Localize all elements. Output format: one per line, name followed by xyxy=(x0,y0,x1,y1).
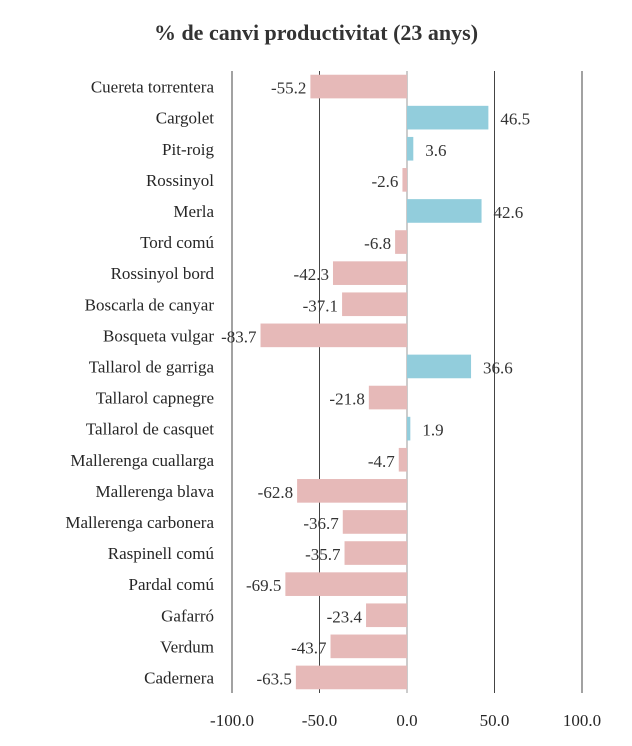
category-label: Verdum xyxy=(160,637,214,656)
category-label: Tallarol de garriga xyxy=(89,357,215,376)
data-label: -37.1 xyxy=(303,296,338,315)
category-label: Boscarla de canyar xyxy=(85,295,215,314)
data-label: -63.5 xyxy=(256,669,291,688)
data-label: -42.3 xyxy=(294,265,329,284)
category-label: Raspinell comú xyxy=(108,544,215,563)
data-label: 42.6 xyxy=(494,203,524,222)
chart-title: % de canvi productivitat (23 anys) xyxy=(154,20,478,45)
data-label: 36.6 xyxy=(483,358,513,377)
bar xyxy=(297,479,407,503)
bar xyxy=(407,136,414,161)
bar xyxy=(344,541,407,565)
bar xyxy=(310,74,407,99)
data-label: 1.9 xyxy=(422,421,443,440)
bar xyxy=(407,105,489,130)
data-label: -2.6 xyxy=(372,172,399,191)
x-tick-label: 0.0 xyxy=(396,711,417,730)
category-label: Mallerenga cuallarga xyxy=(70,451,214,470)
category-label: Tallarol de casquet xyxy=(86,420,214,439)
data-label: -35.7 xyxy=(305,545,341,564)
data-label: -23.4 xyxy=(327,607,363,626)
data-label: -83.7 xyxy=(221,327,257,346)
category-label: Rossinyol bord xyxy=(111,264,215,283)
bar xyxy=(342,292,407,317)
x-tick-label: -50.0 xyxy=(302,711,337,730)
bar xyxy=(407,416,411,441)
category-label: Merla xyxy=(173,202,214,221)
data-label: -69.5 xyxy=(246,576,281,595)
category-label: Pit-roig xyxy=(162,140,214,159)
bar xyxy=(366,603,407,628)
category-label: Gafarró xyxy=(161,606,214,625)
x-tick-label: -100.0 xyxy=(210,711,254,730)
data-label: -62.8 xyxy=(258,483,293,502)
data-label: -21.8 xyxy=(329,390,364,409)
x-axis-ticks: -100.0 -50.0 0.0 50.0 100.0 xyxy=(210,711,601,730)
bar xyxy=(407,354,472,379)
bar xyxy=(395,230,407,254)
bars xyxy=(260,74,489,690)
data-label: -55.2 xyxy=(271,79,306,98)
category-label: Cuereta torrentera xyxy=(91,78,215,97)
x-tick-label: 100.0 xyxy=(563,711,601,730)
bar xyxy=(342,510,407,534)
bar xyxy=(407,199,482,223)
category-label: Rossinyol xyxy=(146,171,214,190)
category-label: Tord comú xyxy=(140,233,214,252)
category-label: Tallarol capnegre xyxy=(96,389,214,408)
data-label: -4.7 xyxy=(368,452,395,471)
category-label: Cadernera xyxy=(144,668,214,687)
data-label: 3.6 xyxy=(425,141,446,160)
gridlines xyxy=(231,71,583,693)
data-label: 46.5 xyxy=(500,110,530,129)
bar xyxy=(402,168,407,192)
data-label: -43.7 xyxy=(291,638,327,657)
category-label: Mallerenga blava xyxy=(96,482,215,501)
category-label: Bosqueta vulgar xyxy=(103,326,214,345)
category-label: Pardal comú xyxy=(129,575,215,594)
bar xyxy=(398,447,407,472)
data-label: -36.7 xyxy=(303,514,339,533)
category-labels: Cuereta torrentera Cargolet Pit-roig Rossin… xyxy=(65,78,214,688)
data-label: -6.8 xyxy=(364,234,391,253)
category-label: Cargolet xyxy=(156,109,215,128)
category-label: Mallerenga carbonera xyxy=(65,513,214,532)
data-labels: -55.2 46.5 3.6 -2.6 42.6 -6.8 -42.3 -37.1 -83.7 3… xyxy=(221,79,530,689)
bar xyxy=(295,665,407,690)
bar xyxy=(368,385,407,410)
x-tick-label: 50.0 xyxy=(480,711,510,730)
bar xyxy=(260,323,407,348)
bar xyxy=(285,572,407,596)
bar xyxy=(330,634,407,659)
bar xyxy=(332,261,407,285)
